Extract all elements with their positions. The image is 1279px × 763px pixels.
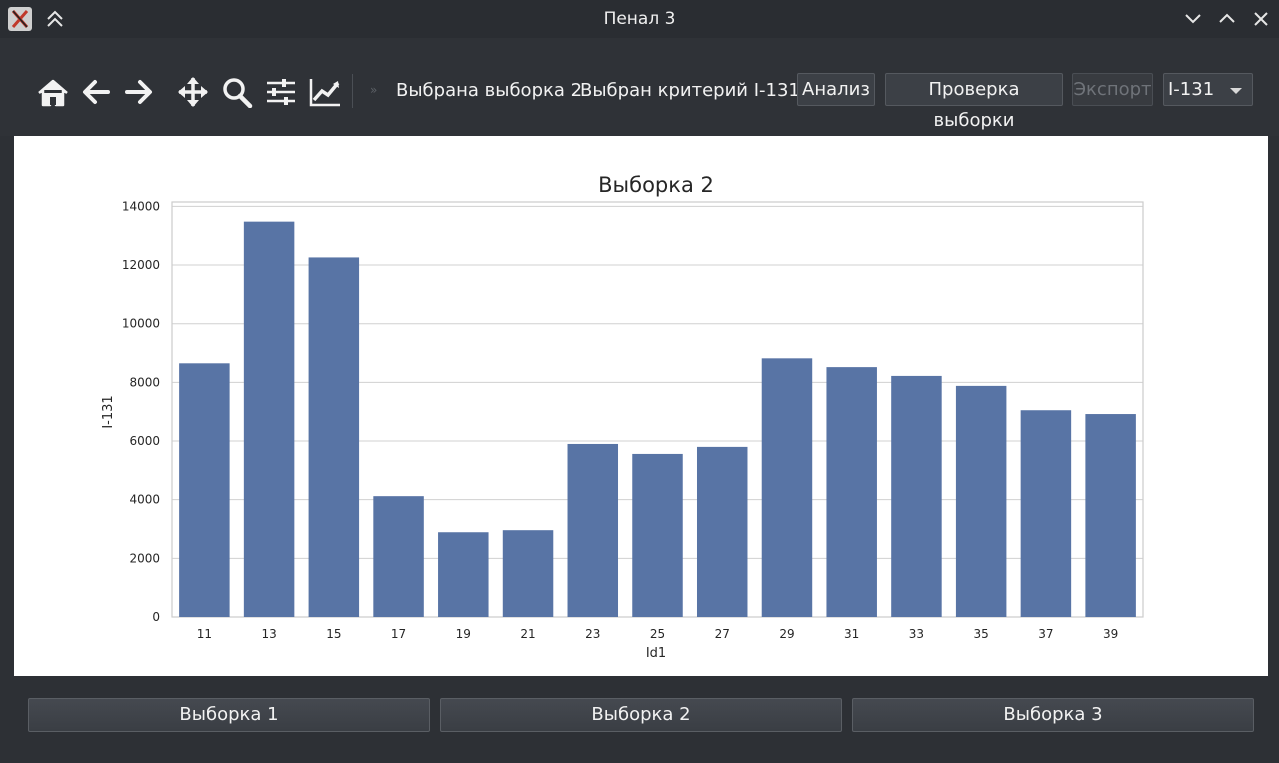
x-tick-label: 31 [844,627,859,641]
configure-subplots-icon[interactable] [264,76,298,108]
chevron-down-icon[interactable] [1180,6,1206,32]
criterion-select-value: I-131 [1168,79,1215,100]
bar-chart: Выборка 2 I-131 Id1 0 2000 4000 6000 8000 100… [101,173,1144,661]
y-tick-label: 8000 [129,375,160,389]
double-chevron-up-icon[interactable] [42,6,68,32]
status-selected-sample: Выбрана выборка 2 [396,80,583,101]
check-sample-button[interactable]: Проверка выборки [885,73,1063,131]
y-tick-label: 0 [152,610,160,624]
x-tick-label: 25 [650,627,665,641]
x-tick-label: 37 [1038,627,1053,641]
x-tick-label: 29 [779,627,794,641]
chart-canvas[interactable]: Выборка 2 I-131 Id1 0 2000 4000 6000 8000 100… [14,136,1268,676]
bar-15 [308,257,360,617]
bar-29 [761,358,813,617]
bar-19 [438,532,489,617]
y-tick-label: 12000 [122,258,160,272]
y-tick-label: 4000 [129,493,160,507]
x-axis-label: Id1 [646,646,666,661]
x-tick-label: 23 [585,627,600,641]
x-tick-label: 39 [1103,627,1118,641]
sample-1-button[interactable]: Выборка 1 [28,698,430,732]
home-icon[interactable] [36,76,70,108]
back-arrow-icon[interactable] [80,76,114,108]
bar-33 [891,375,942,617]
y-tick-label: 6000 [129,434,160,448]
y-tick-label: 10000 [122,317,160,331]
bar-35 [955,385,1007,617]
x-tick-label: 13 [261,627,276,641]
status-selected-criterion: Выбран критерий I-131 [580,80,800,101]
toolbar-overflow-icon[interactable]: » [370,83,378,97]
bar-21 [502,530,554,617]
x11-app-icon[interactable] [8,7,32,31]
edit-axis-curves-icon[interactable] [308,76,342,108]
x-tick-label: 33 [909,627,924,641]
bar-31 [826,367,877,617]
forward-arrow-icon[interactable] [122,76,156,108]
chevron-up-icon[interactable] [1214,6,1240,32]
bar-13 [243,221,295,617]
pan-move-icon[interactable] [176,76,210,108]
bar-39 [1085,414,1136,617]
export-button: Экспорт [1072,73,1153,106]
bar-23 [567,443,619,617]
y-axis-label: I-131 [101,395,116,428]
dropdown-arrow-icon [1230,88,1242,94]
bar-17 [373,496,424,617]
bar-25 [632,453,683,617]
bar-11 [179,363,230,617]
chart-title: Выборка 2 [598,173,714,197]
y-tick-label: 2000 [129,551,160,565]
bar-37 [1020,410,1072,617]
sample-3-button[interactable]: Выборка 3 [852,698,1254,732]
window-title: Пенал 3 [603,9,676,29]
x-tick-label: 15 [326,627,341,641]
bar-27 [696,446,748,617]
close-icon[interactable] [1248,6,1274,32]
sample-2-button[interactable]: Выборка 2 [440,698,842,732]
x-tick-label: 19 [456,627,471,641]
toolbar-separator [352,74,353,108]
toolbar [0,38,1279,136]
analyze-button[interactable]: Анализ [797,73,875,106]
x-tick-label: 17 [391,627,406,641]
x-tick-label: 21 [520,627,535,641]
title-bar: Пенал 3 [0,0,1279,38]
zoom-magnifier-icon[interactable] [220,76,254,108]
x-tick-label: 11 [197,627,212,641]
x-tick-label: 35 [974,627,989,641]
criterion-select[interactable]: I-131 [1163,73,1253,106]
x-tick-label: 27 [715,627,730,641]
y-tick-label: 14000 [122,199,160,213]
